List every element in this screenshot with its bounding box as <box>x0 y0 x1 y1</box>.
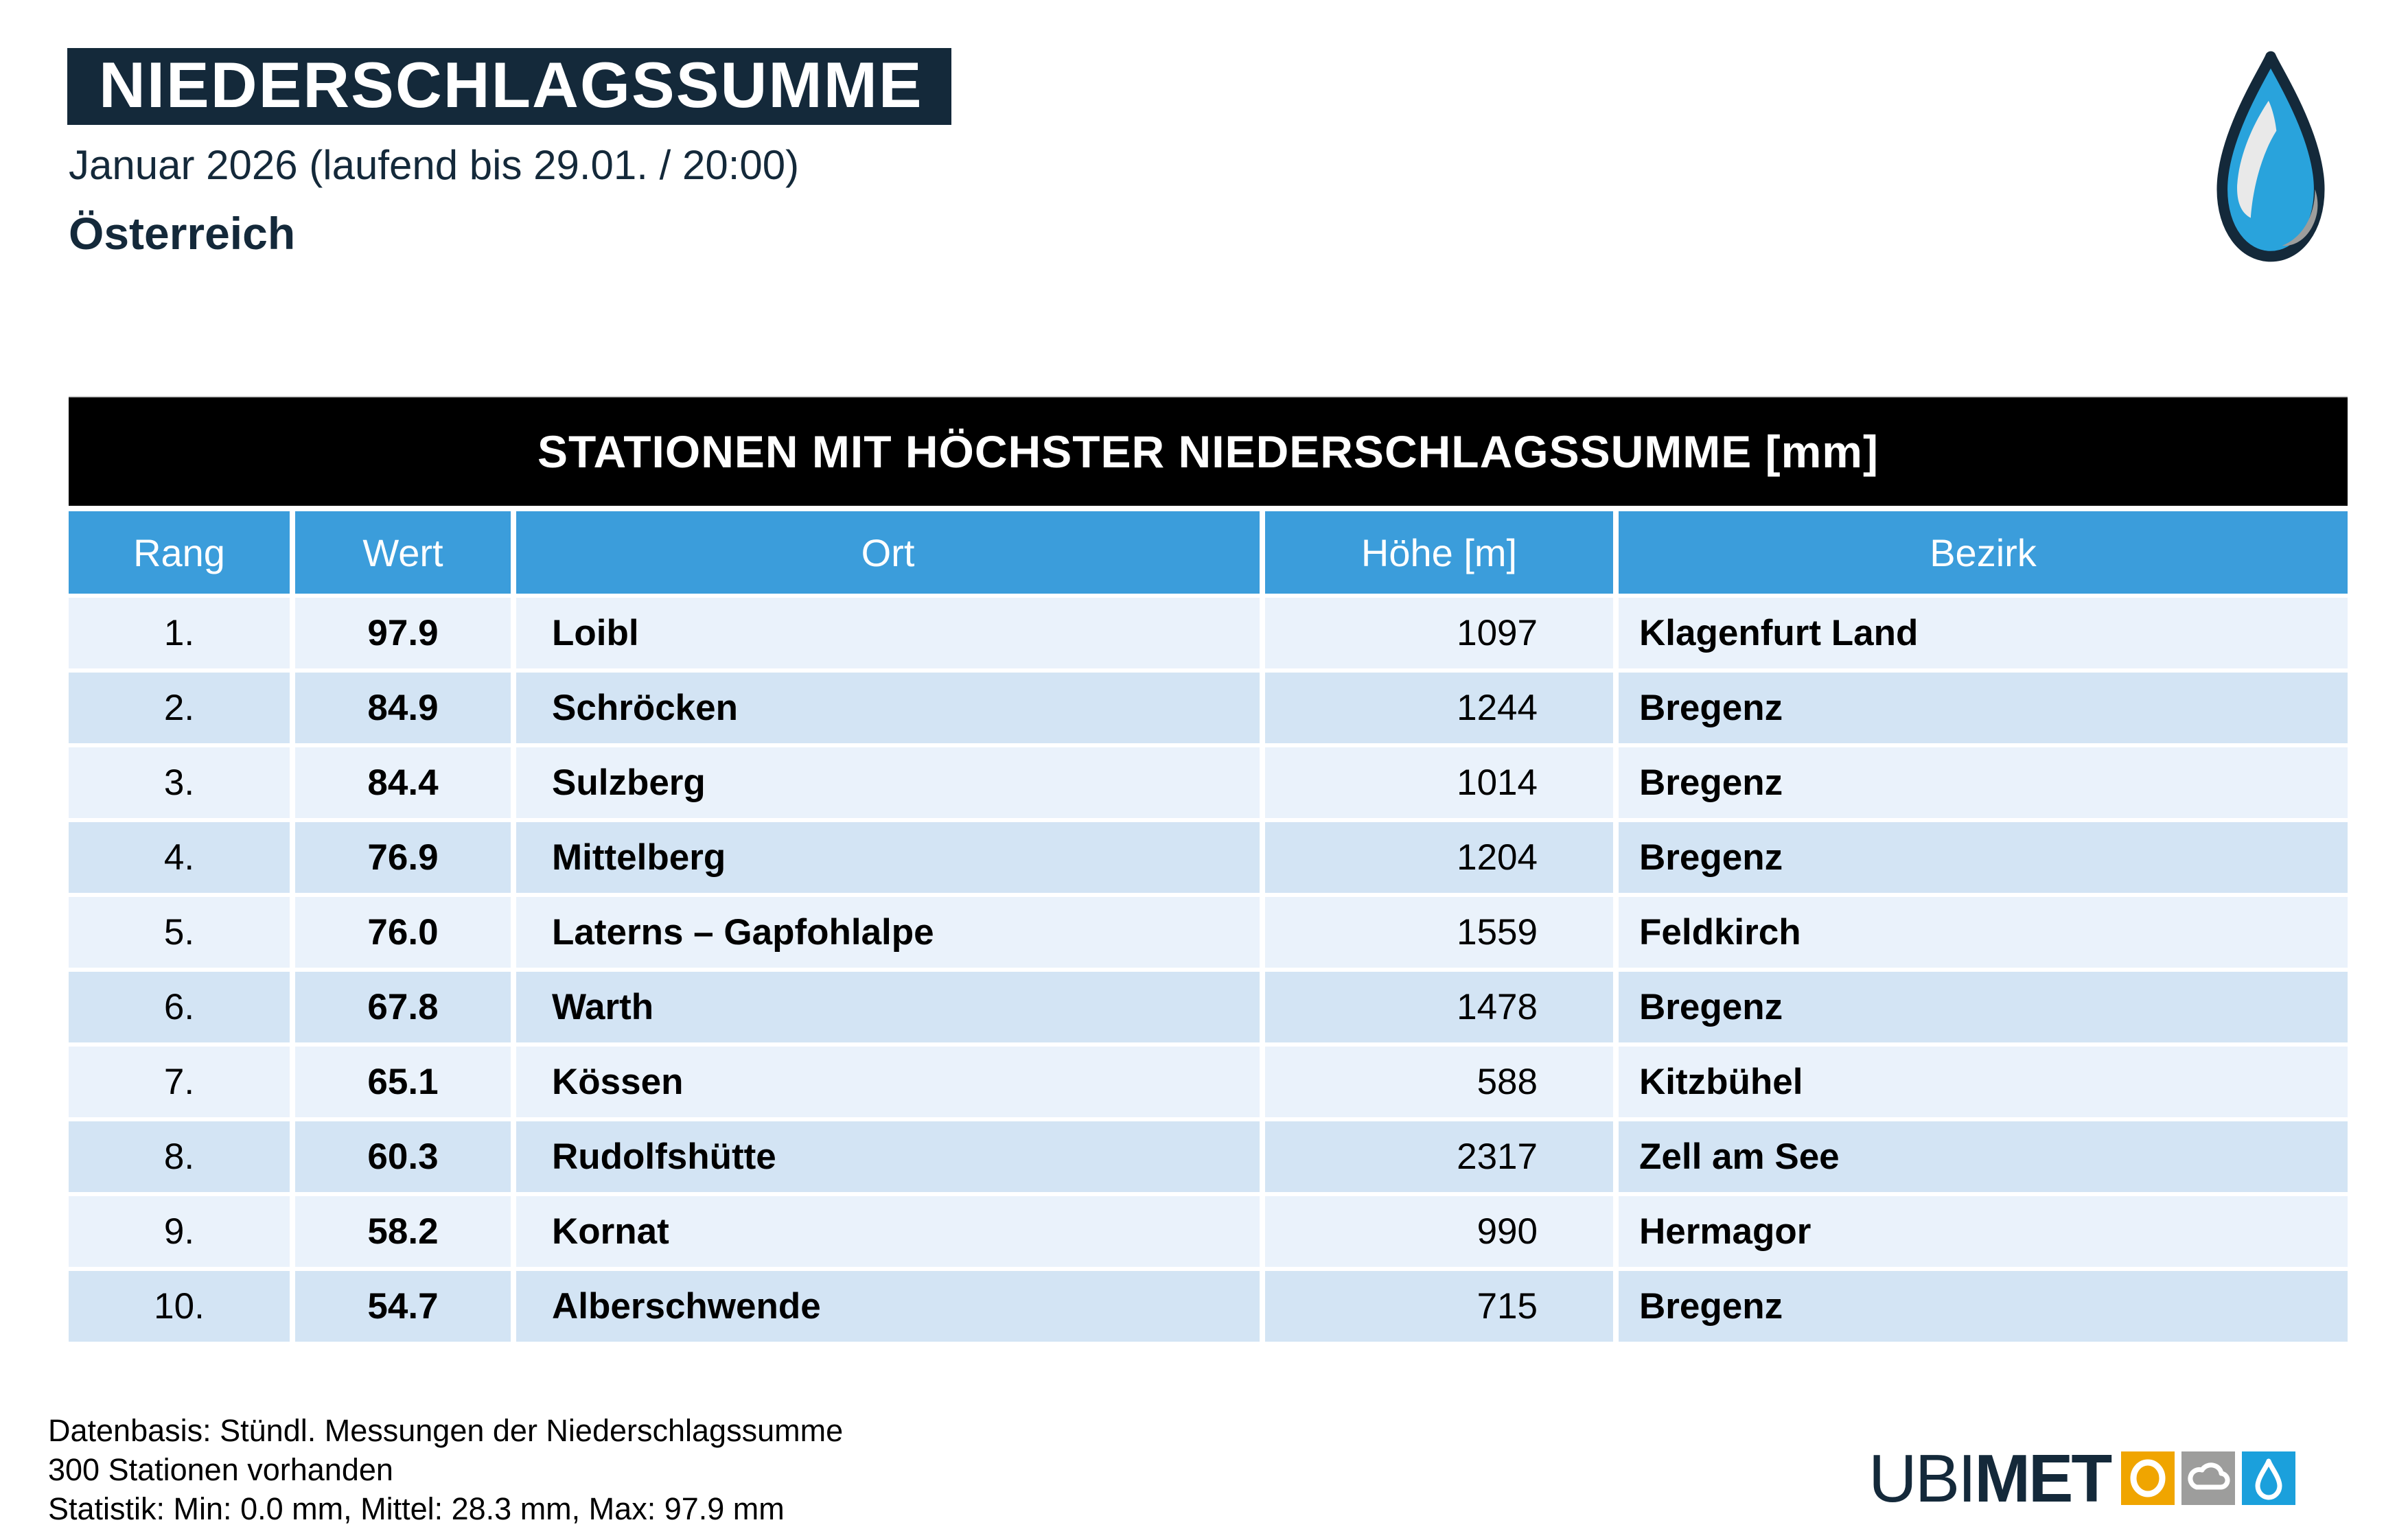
table-cell-wert: 76.0 <box>295 897 511 968</box>
table-cell-hoehe: 588 <box>1265 1047 1613 1117</box>
column-header-bezirk: Bezirk <box>1619 511 2348 594</box>
table-cell-hoehe: 715 <box>1265 1271 1613 1342</box>
table-cell-rang: 7. <box>69 1047 290 1117</box>
table-cell-rang: 6. <box>69 972 290 1042</box>
table-cell-hoehe: 990 <box>1265 1196 1613 1267</box>
table-title: STATIONEN MIT HÖCHSTER NIEDERSCHLAGSSUMM… <box>69 397 2348 506</box>
ubimet-wordmark: UBIMET <box>1868 1445 2112 1512</box>
table-cell-hoehe: 1014 <box>1265 747 1613 818</box>
table-cell-rang: 2. <box>69 673 290 743</box>
table-cell-ort: Schröcken <box>516 673 1260 743</box>
ubimet-logo-squares <box>2121 1451 2296 1505</box>
table-cell-wert: 84.9 <box>295 673 511 743</box>
table-cell-hoehe: 1559 <box>1265 897 1613 968</box>
ubimet-wordmark-met: MET <box>1974 1440 2112 1516</box>
table-cell-rang: 4. <box>69 822 290 893</box>
water-drop-icon <box>2198 49 2343 264</box>
table-cell-ort: Alberschwende <box>516 1271 1260 1342</box>
page-title: NIEDERSCHLAGSSUMME <box>67 48 951 125</box>
cloud-icon <box>2181 1451 2236 1505</box>
table-cell-ort: Kornat <box>516 1196 1260 1267</box>
footer-statistik: Statistik: Min: 0.0 mm, Mittel: 28.3 mm,… <box>48 1491 785 1526</box>
footer-datenbasis: Datenbasis: Stündl. Messungen der Nieder… <box>48 1413 844 1448</box>
table-cell-rang: 5. <box>69 897 290 968</box>
table-cell-hoehe: 2317 <box>1265 1121 1613 1192</box>
footer-stationen: 300 Stationen vorhanden <box>48 1452 393 1487</box>
table-cell-wert: 58.2 <box>295 1196 511 1267</box>
table-cell-bezirk: Klagenfurt Land <box>1619 598 2348 668</box>
droplet-icon <box>2242 1451 2296 1505</box>
precipitation-table: STATIONEN MIT HÖCHSTER NIEDERSCHLAGSSUMM… <box>69 396 2348 1342</box>
table-cell-wert: 76.9 <box>295 822 511 893</box>
table-cell-ort: Kössen <box>516 1047 1260 1117</box>
table-cell-bezirk: Hermagor <box>1619 1196 2348 1267</box>
table-cell-hoehe: 1097 <box>1265 598 1613 668</box>
table-cell-wert: 97.9 <box>295 598 511 668</box>
table-grid: Rang Wert Ort Höhe [m] Bezirk 1. 97.9 Lo… <box>69 511 2348 1342</box>
page-subtitle: Januar 2026 (laufend bis 29.01. / 20:00) <box>69 142 800 188</box>
ubimet-wordmark-ubi: UBI <box>1868 1440 1976 1516</box>
column-header-hoehe: Höhe [m] <box>1265 511 1613 594</box>
column-header-ort: Ort <box>516 511 1260 594</box>
table-cell-ort: Warth <box>516 972 1260 1042</box>
table-cell-bezirk: Bregenz <box>1619 1271 2348 1342</box>
region-label: Österreich <box>69 208 296 259</box>
column-header-rang: Rang <box>69 511 290 594</box>
table-cell-wert: 65.1 <box>295 1047 511 1117</box>
table-cell-ort: Mittelberg <box>516 822 1260 893</box>
table-cell-rang: 10. <box>69 1271 290 1342</box>
table-cell-bezirk: Feldkirch <box>1619 897 2348 968</box>
table-cell-rang: 8. <box>69 1121 290 1192</box>
table-cell-ort: Laterns – Gapfohlalpe <box>516 897 1260 968</box>
table-cell-bezirk: Zell am See <box>1619 1121 2348 1192</box>
table-cell-ort: Loibl <box>516 598 1260 668</box>
table-cell-rang: 1. <box>69 598 290 668</box>
footer-notes: Datenbasis: Stündl. Messungen der Nieder… <box>48 1411 843 1528</box>
table-cell-rang: 3. <box>69 747 290 818</box>
table-cell-hoehe: 1478 <box>1265 972 1613 1042</box>
table-cell-bezirk: Kitzbühel <box>1619 1047 2348 1117</box>
table-cell-rang: 9. <box>69 1196 290 1267</box>
table-cell-bezirk: Bregenz <box>1619 673 2348 743</box>
table-cell-hoehe: 1204 <box>1265 822 1613 893</box>
table-cell-ort: Sulzberg <box>516 747 1260 818</box>
table-cell-wert: 54.7 <box>295 1271 511 1342</box>
table-cell-bezirk: Bregenz <box>1619 747 2348 818</box>
table-cell-wert: 67.8 <box>295 972 511 1042</box>
table-cell-bezirk: Bregenz <box>1619 972 2348 1042</box>
ubimet-logo: UBIMET <box>1868 1445 2296 1512</box>
table-cell-hoehe: 1244 <box>1265 673 1613 743</box>
sun-icon <box>2121 1451 2175 1505</box>
table-cell-wert: 60.3 <box>295 1121 511 1192</box>
column-header-wert: Wert <box>295 511 511 594</box>
table-cell-bezirk: Bregenz <box>1619 822 2348 893</box>
table-cell-wert: 84.4 <box>295 747 511 818</box>
table-cell-ort: Rudolfshütte <box>516 1121 1260 1192</box>
